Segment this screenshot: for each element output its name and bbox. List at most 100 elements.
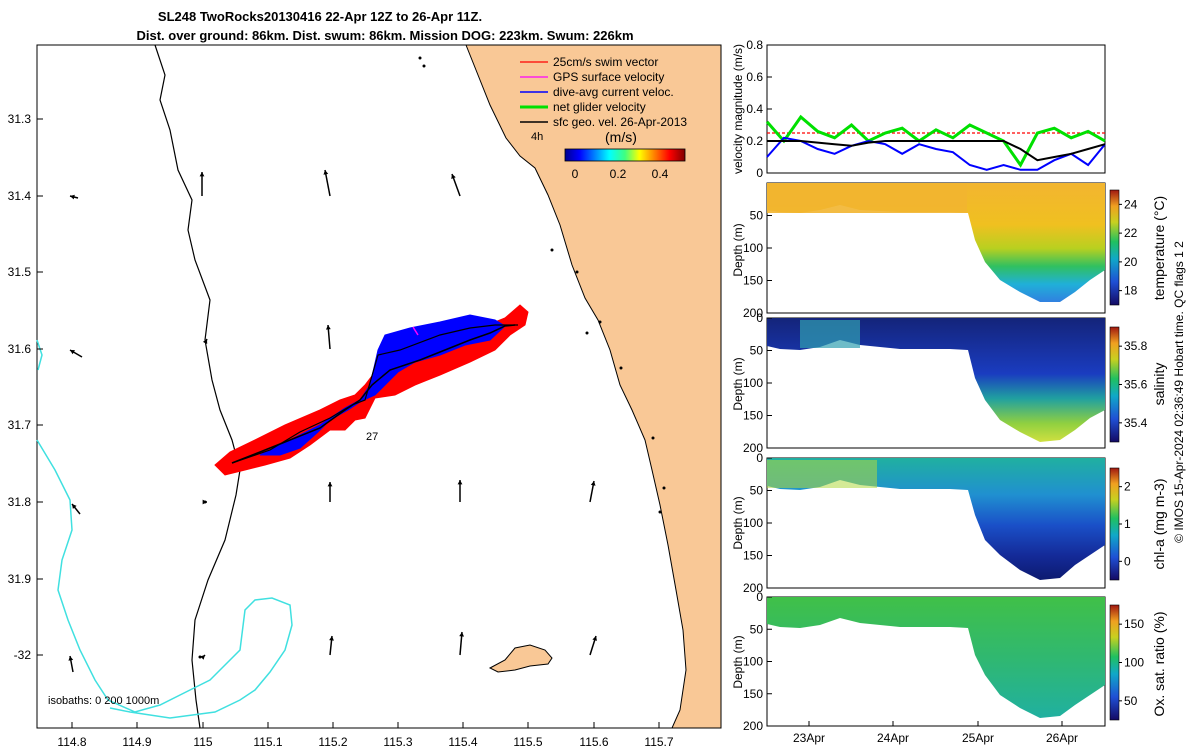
- speed-colorbar-title: (m/s): [605, 129, 637, 145]
- depth-ytick-label: 200: [743, 306, 763, 320]
- depth-ytick-label: 0: [756, 451, 763, 465]
- colorbar-tick-label: 150: [1124, 617, 1144, 631]
- map-xtick-label: 114.8: [57, 735, 86, 749]
- depth-ytick-label: 150: [743, 687, 763, 701]
- depth-ytick-label: 100: [743, 655, 763, 669]
- velocity-y-ticks: 0 0.2 0.4 0.6 0.8: [746, 38, 772, 180]
- time-xtick-label: 23Apr: [793, 731, 825, 745]
- salinity-ylabel: Depth (m): [731, 357, 745, 410]
- depth-ytick-label: 50: [750, 622, 764, 636]
- temperature-colorbar: [1109, 189, 1120, 306]
- velocity-series: [765, 114, 1106, 171]
- chla-cblabel: chl-a (mg m-3): [1151, 478, 1167, 569]
- velocity-ytick-label: 0.4: [746, 102, 763, 116]
- speed-cb-tick-1: 0.2: [610, 167, 627, 181]
- salinity-cb-ticks: 35.4 35.6 35.8: [1119, 339, 1148, 430]
- salinity-cblabel: salinity: [1151, 363, 1167, 406]
- map-ytick-label: 31.6: [8, 342, 32, 356]
- colorbar-tick-label: 50: [1124, 694, 1138, 708]
- geo-arrow-head: [70, 350, 75, 355]
- depth-ytick-label: 150: [743, 409, 763, 423]
- oxygen-y-ticks: 0 50 100 150 200: [743, 590, 772, 733]
- velocity-frame: [766, 44, 1106, 174]
- net-track-line-2: [231, 324, 518, 464]
- depth-ytick-label: 200: [743, 441, 763, 455]
- geo-arrow-head: [202, 339, 208, 344]
- map-ytick-label: 31.8: [8, 495, 32, 509]
- geo-arrow-head: [327, 482, 333, 487]
- title-line-2: Dist. over ground: 86km. Dist. swum: 86k…: [136, 28, 633, 43]
- credit-text: © IMOS 15-Apr-2024 02:36:49 Hobart time.…: [1172, 241, 1186, 543]
- isobaths-label: isobaths: 0 200 1000m: [48, 695, 159, 707]
- velocity-ytick-label: 0.8: [746, 38, 763, 52]
- geo-arrow-head: [72, 504, 77, 509]
- depth-ytick-label: 100: [743, 376, 763, 390]
- velocity-ytick-label: 0: [756, 166, 763, 180]
- salinity-field: [767, 318, 1105, 442]
- chla-panel: 0 50 100 150 200 Depth (m) 0 1 2 chl-a (mg m-3…: [731, 451, 1167, 595]
- velocity-series-line: [765, 114, 1106, 168]
- map-ytick-label: -32: [14, 648, 32, 662]
- depth-ytick-label: 150: [743, 549, 763, 563]
- oxygen-cblabel: Ox. sat. ratio (%): [1151, 611, 1167, 716]
- map-xtick-label: 115.5: [513, 735, 542, 749]
- legend-label-swim: 25cm/s swim vector: [553, 55, 658, 69]
- land-area: [465, 44, 722, 729]
- map-xtick-label: 115.1: [253, 735, 282, 749]
- depth-ytick-label: 50: [750, 344, 764, 358]
- map-ytick-label: 31.7: [8, 418, 32, 432]
- depth-ytick-label: 100: [743, 241, 763, 255]
- velocity-ytick-label: 0.6: [746, 70, 763, 84]
- salinity-surface-patch: [800, 320, 860, 348]
- oxygen-ylabel: Depth (m): [731, 635, 745, 688]
- colorbar-tick-label: 35.8: [1124, 339, 1148, 353]
- geo-arrow-head: [199, 172, 205, 177]
- map-xtick-label: 114.9: [122, 735, 151, 749]
- net-track-line: [231, 324, 516, 464]
- depth-ytick-label: 100: [743, 516, 763, 530]
- geo-arrow-head: [592, 636, 597, 641]
- time-xtick-label: 26Apr: [1046, 731, 1078, 745]
- marker-4h: 4h: [531, 131, 543, 143]
- chla-colorbar: [1109, 467, 1120, 581]
- chla-field: [767, 458, 1105, 580]
- temperature-ylabel: Depth (m): [731, 223, 745, 276]
- geo-arrow-head: [457, 480, 463, 485]
- title-line-1: SL248 TwoRocks20130416 22-Apr 12Z to 26-…: [158, 9, 482, 24]
- geo-arrow-head: [329, 636, 334, 641]
- speed-cb-tick-2: 0.4: [652, 167, 669, 181]
- temperature-cb-ticks: 18 20 22 24: [1119, 197, 1138, 298]
- map-xtick-label: 115.7: [644, 735, 673, 749]
- map-xtick-label: 115.4: [448, 735, 477, 749]
- colorbar-tick-label: 18: [1124, 284, 1138, 298]
- temperature-field: [767, 183, 1105, 302]
- salinity-y-ticks: 0 50 100 150 200: [743, 311, 772, 455]
- temp-y-ticks: 50 100 150 200: [743, 209, 772, 320]
- gps-surface-velocity-marks: [412, 326, 419, 336]
- geo-arrow-head: [451, 174, 456, 179]
- map-x-ticks: 114.8 114.9 115 115.1 115.2 115.3 115.4 115.5 11…: [57, 722, 674, 749]
- coastal-islets: [198, 56, 666, 659]
- geo-arrow-head: [325, 325, 331, 330]
- map-ytick-label: 31.4: [8, 189, 32, 203]
- colorbar-tick-label: 22: [1124, 226, 1138, 240]
- temperature-panel: 50 100 150 200 Depth (m) 18 20 22 24 temperatu…: [731, 182, 1167, 320]
- time-xtick-label: 25Apr: [962, 731, 994, 745]
- depth-ytick-label: 50: [750, 484, 764, 498]
- island: [488, 644, 553, 673]
- temperature-cblabel: temperature (°C): [1151, 196, 1167, 300]
- depth-ytick-label: 150: [743, 274, 763, 288]
- oxygen-cb-ticks: 50 100 150: [1119, 617, 1144, 708]
- colorbar-tick-label: 0: [1124, 554, 1131, 568]
- map-xtick-label: 115.3: [383, 735, 412, 749]
- geo-velocity-arrows: [68, 169, 597, 673]
- map-ytick-label: 31.3: [8, 112, 32, 126]
- legend-label-net: net glider velocity: [553, 100, 646, 114]
- depth-ytick-label: 200: [743, 581, 763, 595]
- colorbar-tick-label: 2: [1124, 480, 1131, 494]
- depth-ytick-label: 200: [743, 719, 763, 733]
- map-xtick-label: 115: [193, 735, 212, 749]
- colorbar-tick-label: 35.4: [1124, 416, 1148, 430]
- geo-arrow-head: [70, 194, 75, 200]
